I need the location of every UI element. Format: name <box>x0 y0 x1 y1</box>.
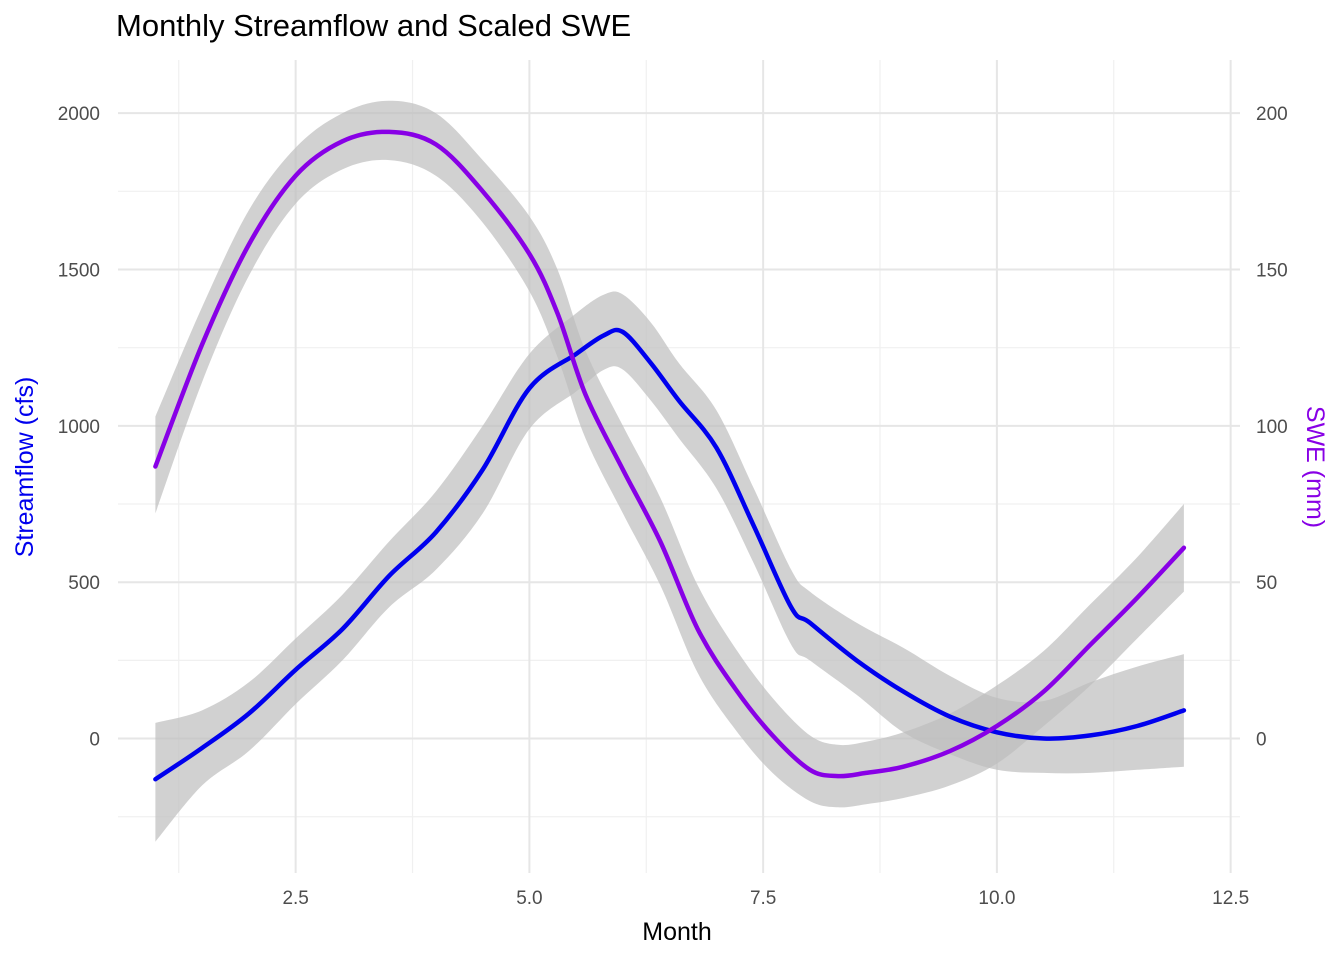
y-tick-label: 500 <box>68 573 100 594</box>
y2-tick-label: 50 <box>1256 573 1277 594</box>
confidence-bands <box>155 100 1184 842</box>
x-tick-label: 7.5 <box>750 888 776 909</box>
tick-labels: 2.5 5.0 7.5 10.0 12.5 0 500 1000 1500 2000 0 50 100 1… <box>58 104 1288 909</box>
y-tick-label: 1500 <box>58 261 100 282</box>
y2-tick-label: 150 <box>1256 261 1288 282</box>
series-lines <box>153 129 1187 782</box>
x-tick-label: 10.0 <box>978 888 1015 909</box>
y-tick-label: 1000 <box>58 417 100 438</box>
y2-tick-label: 100 <box>1256 417 1288 438</box>
y-axis-title: Streamflow (cfs) <box>11 377 39 558</box>
y2-tick-label: 200 <box>1256 104 1288 125</box>
y2-tick-label: 0 <box>1256 730 1267 751</box>
swe-line <box>153 129 1187 779</box>
y-tick-label: 2000 <box>58 104 100 125</box>
x-tick-label: 5.0 <box>516 888 542 909</box>
y2-axis-title: SWE (mm) <box>1301 406 1329 528</box>
y-tick-label: 0 <box>89 730 100 751</box>
x-tick-label: 12.5 <box>1212 888 1249 909</box>
grid <box>118 60 1240 873</box>
chart-title: Monthly Streamflow and Scaled SWE <box>116 8 632 43</box>
x-axis-title: Month <box>642 918 711 946</box>
streamflow-line <box>153 327 1187 782</box>
x-tick-label: 2.5 <box>282 888 308 909</box>
